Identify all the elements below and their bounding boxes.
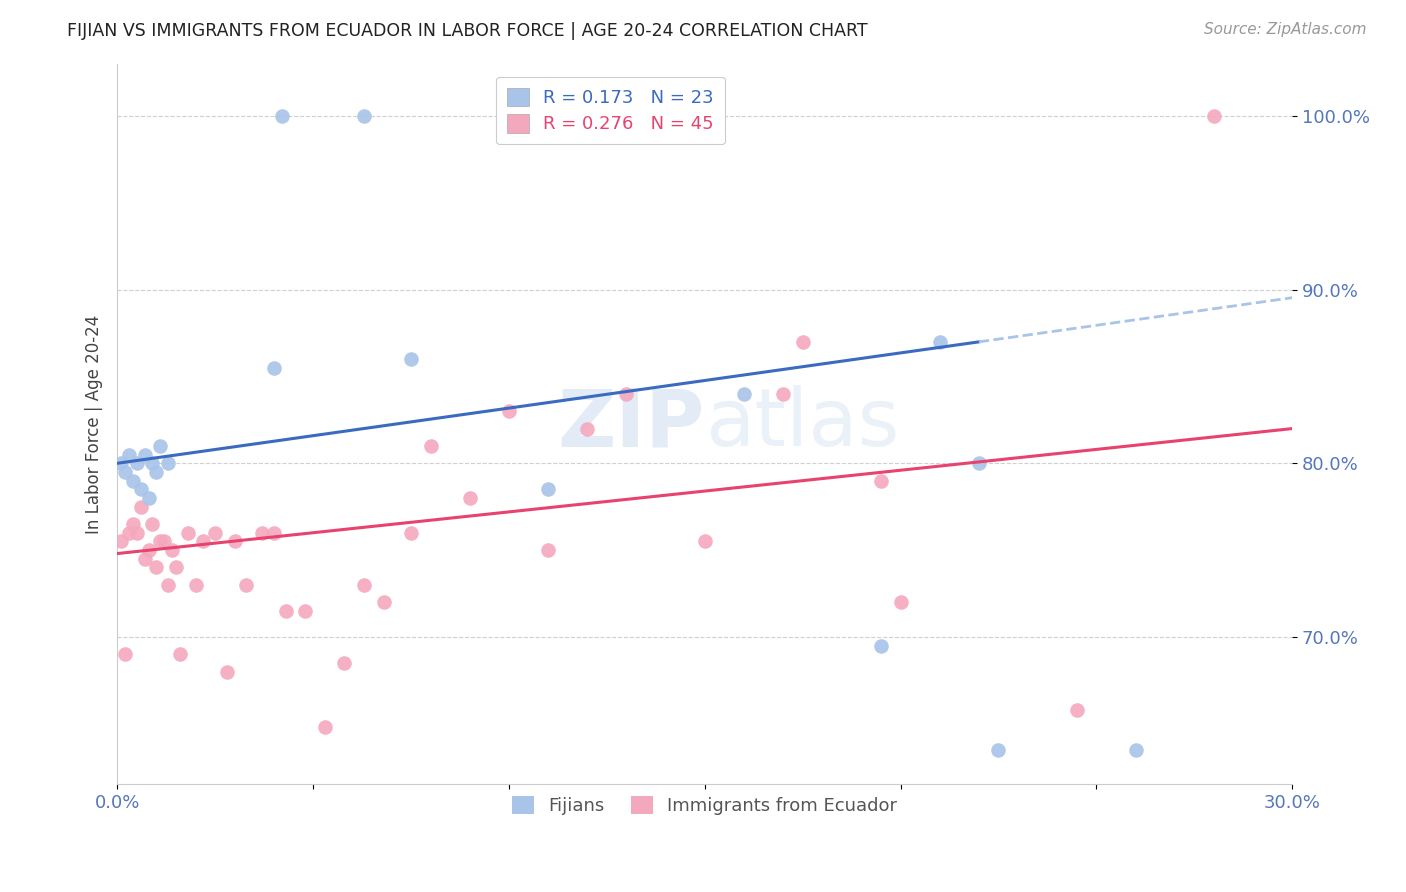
Point: [1202, 109, 1225, 123]
Point: [129, 483, 152, 497]
Point: [274, 604, 297, 618]
Point: [224, 534, 246, 549]
Point: [138, 491, 160, 505]
Text: Source: ZipAtlas.com: Source: ZipAtlas.com: [1204, 22, 1367, 37]
Text: FIJIAN VS IMMIGRANTS FROM ECUADOR IN LABOR FORCE | AGE 20-24 CORRELATION CHART: FIJIAN VS IMMIGRANTS FROM ECUADOR IN LAB…: [67, 22, 868, 40]
Point: [215, 665, 238, 679]
Text: ZIP: ZIP: [557, 385, 704, 463]
Point: [987, 742, 1010, 756]
Point: [141, 456, 163, 470]
Point: [792, 334, 814, 349]
Point: [134, 448, 156, 462]
Point: [121, 517, 143, 532]
Point: [314, 720, 336, 734]
Point: [157, 578, 180, 592]
Point: [114, 647, 136, 661]
Point: [165, 560, 187, 574]
Point: [145, 465, 167, 479]
Point: [263, 360, 285, 375]
Point: [193, 534, 215, 549]
Point: [118, 448, 141, 462]
Point: [250, 525, 273, 540]
Point: [270, 109, 292, 123]
Point: [1125, 742, 1147, 756]
Point: [114, 465, 136, 479]
Point: [419, 439, 441, 453]
Point: [373, 595, 395, 609]
Point: [614, 387, 637, 401]
Point: [353, 109, 375, 123]
Point: [772, 387, 794, 401]
Point: [157, 456, 180, 470]
Point: [110, 534, 132, 549]
Point: [733, 387, 755, 401]
Point: [176, 525, 198, 540]
Point: [153, 534, 176, 549]
Point: [928, 334, 950, 349]
Point: [141, 517, 163, 532]
Point: [870, 639, 893, 653]
Point: [110, 456, 132, 470]
Point: [576, 421, 599, 435]
Point: [537, 483, 560, 497]
Point: [145, 560, 167, 574]
Point: [129, 500, 152, 514]
Point: [134, 551, 156, 566]
Point: [967, 456, 990, 470]
Point: [263, 525, 285, 540]
Point: [399, 352, 422, 367]
Point: [333, 656, 356, 670]
Point: [138, 543, 160, 558]
Legend: Fijians, Immigrants from Ecuador: Fijians, Immigrants from Ecuador: [501, 785, 908, 826]
Point: [458, 491, 481, 505]
Point: [121, 474, 143, 488]
Point: [160, 543, 183, 558]
Point: [353, 578, 375, 592]
Y-axis label: In Labor Force | Age 20-24: In Labor Force | Age 20-24: [86, 315, 103, 534]
Point: [149, 439, 172, 453]
Point: [184, 578, 207, 592]
Point: [118, 525, 141, 540]
Point: [125, 456, 148, 470]
Point: [498, 404, 520, 418]
Point: [1066, 703, 1088, 717]
Point: [537, 543, 560, 558]
Point: [693, 534, 716, 549]
Text: atlas: atlas: [704, 385, 898, 463]
Point: [149, 534, 172, 549]
Point: [294, 604, 316, 618]
Point: [169, 647, 191, 661]
Point: [399, 525, 422, 540]
Point: [870, 474, 893, 488]
Point: [889, 595, 911, 609]
Point: [204, 525, 226, 540]
Point: [235, 578, 257, 592]
Point: [125, 525, 148, 540]
